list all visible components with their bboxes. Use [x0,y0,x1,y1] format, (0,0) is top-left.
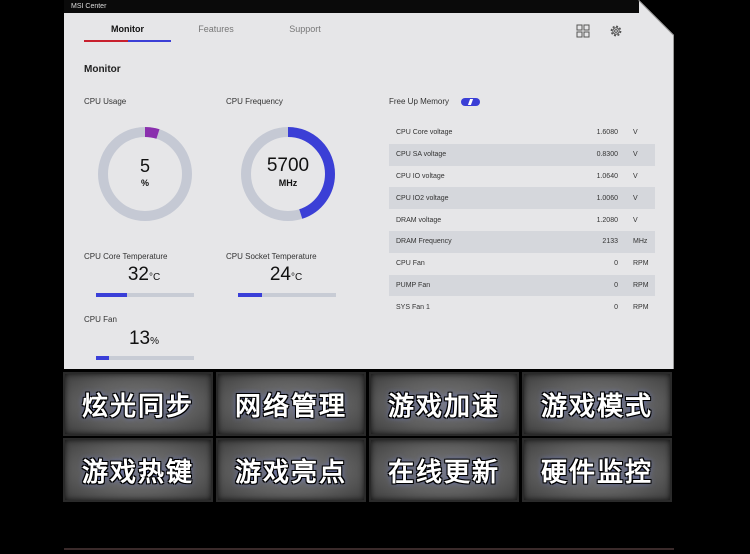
cpu-fan-bar [96,356,194,360]
row-unit: RPM [633,281,649,289]
row-value: 1.0060 [596,194,618,202]
tab-support[interactable]: Support [289,24,321,34]
window-title: MSI Center [64,0,639,13]
row-name: CPU Fan [396,260,425,268]
row-unit: V [633,216,638,224]
cpu-socket-temp-unit: °C [290,272,303,283]
cpu-core-temp-label: CPU Core Temperature [84,252,168,261]
feature-tile-label: 炫光同步 [81,391,194,422]
row-unit: MHz [633,238,648,246]
feature-tile-label: 游戏亮点 [234,457,347,488]
feature-tile[interactable]: 网络管理 [216,372,366,436]
feature-tile-label: 网络管理 [234,391,347,422]
row-name: CPU IO2 voltage [396,194,449,202]
free-up-memory-label: Free Up Memory [389,97,450,106]
feature-tile-label: 游戏加速 [387,391,500,422]
cpu-frequency-label: CPU Frequency [226,97,283,106]
feature-tile[interactable]: 在线更新 [369,438,519,502]
cpu-socket-temp-readout: 24°C [237,264,335,286]
row-name: CPU SA voltage [396,151,447,159]
cpu-socket-temp-bar [238,293,336,297]
cpu-fan-label: CPU Fan [84,315,117,324]
feature-tile[interactable]: 游戏热键 [63,438,213,502]
table-row: DRAM voltage 1.2080 V [389,209,655,231]
row-value: 1.0640 [596,172,618,180]
feature-tiles: 炫光同步 网络管理 游戏加速 游戏模式 游戏热键 游戏亮点 在线更新 硬件监控 [63,372,675,504]
cpu-usage-value: 5 [139,156,150,176]
main-nav: Monitor Features Support [84,22,349,42]
row-name: SYS Fan 1 [396,303,430,311]
row-unit: V [633,194,638,202]
row-name: DRAM Frequency [396,238,452,246]
row-value: 0 [614,281,618,289]
feature-tile[interactable]: 硬件监控 [522,438,672,502]
cpu-fan-readout: 13% [95,328,193,350]
cpu-socket-temp-value: 24 [269,264,291,285]
tab-features[interactable]: Features [198,24,234,34]
cpu-frequency-gauge: 5700 MHz [240,126,336,222]
row-unit: V [633,151,638,159]
row-value: 2133 [602,238,618,246]
feature-tile-label: 游戏热键 [81,457,194,488]
free-up-memory-toggle[interactable] [461,98,480,106]
row-name: DRAM voltage [396,216,442,224]
feature-tile[interactable]: 游戏亮点 [216,438,366,502]
cpu-fan-value: 13 [128,328,151,349]
table-row: CPU IO voltage 1.0640 V [389,166,655,188]
gear-icon[interactable] [609,24,623,38]
feature-tile-label: 在线更新 [387,457,500,488]
table-row: SYS Fan 1 0 RPM [389,296,655,318]
table-row: CPU SA voltage 0.8300 V [389,143,655,166]
row-value: 1.6080 [596,129,618,137]
row-unit: V [633,129,638,137]
row-value: 1.2080 [596,216,618,224]
cpu-fan-unit: % [150,336,160,347]
cpu-core-temp-unit: °C [148,272,161,283]
cpu-usage-label: CPU Usage [84,97,127,106]
cpu-usage-unit: % [140,178,149,188]
table-row: CPU Core voltage 1.6080 V [389,122,655,144]
feature-tile[interactable]: 游戏加速 [369,372,519,436]
feature-tile[interactable]: 游戏模式 [522,372,672,436]
grid-icon[interactable] [576,24,590,38]
row-unit: RPM [633,303,649,311]
cpu-socket-temp-label: CPU Socket Temperature [226,252,317,261]
row-name: PUMP Fan [396,281,431,289]
table-row: CPU Fan 0 RPM [389,253,655,275]
cpu-frequency-unit: MHz [278,178,298,188]
tab-monitor[interactable]: Monitor [84,22,171,42]
cpu-frequency-value: 5700 [266,155,310,176]
voltage-table: CPU Core voltage 1.6080 V CPU SA voltage 0.… [389,122,655,318]
feature-tile-label: 硬件监控 [540,457,653,488]
table-row: DRAM Frequency 2133 MHz [389,230,655,253]
cpu-core-temp-bar [96,293,194,297]
table-row: PUMP Fan 0 RPM [389,274,655,297]
divider [64,548,674,550]
cpu-core-temp-value: 32 [127,264,149,285]
row-value: 0 [614,303,618,311]
row-name: CPU Core voltage [396,129,453,137]
feature-tile[interactable]: 炫光同步 [63,372,213,436]
cpu-usage-gauge: 5 % [97,126,193,222]
feature-tile-label: 游戏模式 [540,391,653,422]
row-value: 0.8300 [596,151,618,159]
row-name: CPU IO voltage [396,172,445,180]
cpu-core-temp-readout: 32°C [95,264,193,286]
row-unit: V [633,172,638,180]
msi-center-window: MSI Center Monitor Features Support Moni… [64,0,674,369]
row-value: 0 [614,260,618,268]
section-title: Monitor [84,64,121,75]
row-unit: RPM [633,260,649,268]
table-row: CPU IO2 voltage 1.0060 V [389,187,655,210]
